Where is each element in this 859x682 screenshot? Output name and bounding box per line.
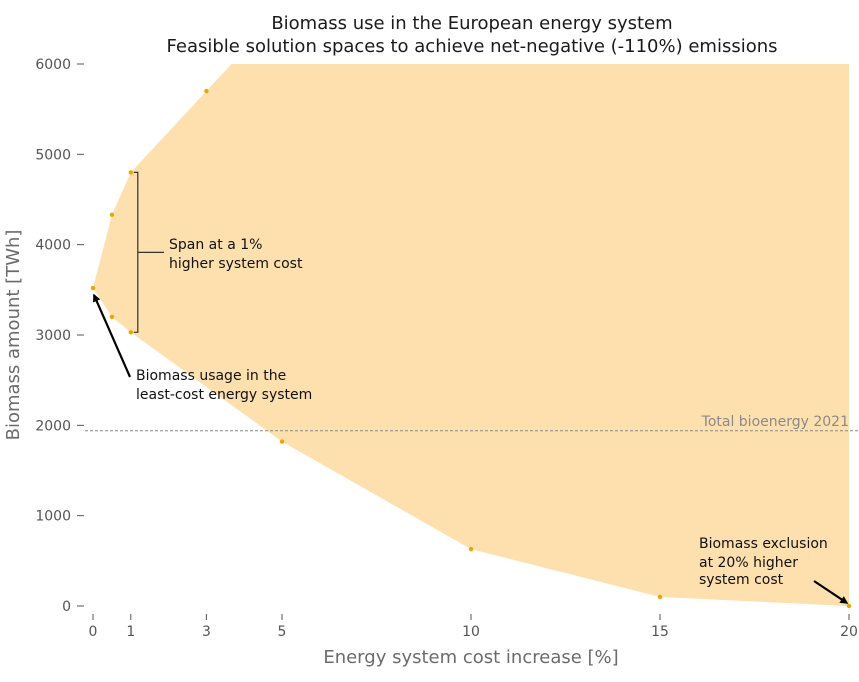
annotations-layer: Span at a 1% higher system cost Biomass … [92,171,849,604]
span-annotation-line-2: higher system cost [169,256,303,272]
upper-bound-point [204,88,209,94]
span-annotation-line-1: Span at a 1% [169,237,262,253]
y-tick-label: 5000 [35,147,71,163]
y-tick-label: 1000 [35,509,71,525]
chart-subtitle: Feasible solution spaces to achieve net-… [167,36,778,57]
axes-layer: 0 1000 2000 3000 4000 5000 6000 0 1 3 5 10 15 20 [35,57,858,640]
upper-bound-point [128,170,133,175]
exclusion-annotation-line-2: at 20% higher [699,555,798,571]
x-tick-label: 0 [89,624,98,640]
x-tick-label: 20 [840,624,858,640]
x-tick-label: 1 [126,624,135,640]
y-tick-label: 6000 [35,57,71,73]
points-layer [90,88,852,609]
x-tick-label: 3 [202,624,211,640]
y-tick-label: 0 [62,599,71,615]
x-tick-label: 5 [278,624,287,640]
exclusion-arrow [813,580,849,604]
y-tick-label: 2000 [35,418,71,434]
x-tick-label: 15 [651,624,669,640]
chart-title: Biomass use in the European energy syste… [271,13,672,34]
least-cost-annotation-line-2: least-cost energy system [136,387,312,403]
y-tick-label: 3000 [35,328,71,344]
lower-bound-point [657,594,663,600]
lower-bound-point [279,439,285,444]
exclusion-annotation-line-3: system cost [699,572,784,588]
lower-bound-point [846,603,852,609]
feasible-space-layer [93,64,849,606]
feasible-space-area [93,64,849,606]
x-tick-label: 10 [462,624,480,640]
exclusion-annotation-line-1: Biomass exclusion [699,536,828,552]
lower-bound-point [468,546,474,552]
lower-bound-point [109,314,115,320]
upper-bound-point [109,212,115,218]
lower-bound-point [90,285,96,291]
reference-line-label: Total bioenergy 2021 [701,414,849,430]
y-axis-label: Biomass amount [TWh] [3,230,24,441]
lower-bound-point [128,330,133,335]
y-tick-label: 4000 [35,238,71,254]
least-cost-annotation-line-1: Biomass usage in the [136,368,286,384]
reference-layer: Total bioenergy 2021 [85,414,859,432]
least-cost-arrow [92,293,132,378]
x-axis-label: Energy system cost increase [%] [323,647,618,668]
